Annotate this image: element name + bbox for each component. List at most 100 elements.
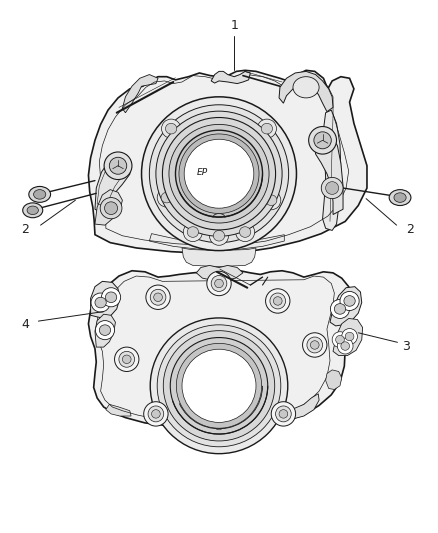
Polygon shape xyxy=(95,314,116,347)
Ellipse shape xyxy=(119,351,134,367)
Polygon shape xyxy=(314,130,343,215)
Polygon shape xyxy=(149,233,284,251)
Ellipse shape xyxy=(307,337,322,353)
Ellipse shape xyxy=(161,192,173,203)
Ellipse shape xyxy=(207,271,231,296)
Ellipse shape xyxy=(157,188,177,207)
Ellipse shape xyxy=(162,119,181,138)
Ellipse shape xyxy=(184,139,254,208)
Ellipse shape xyxy=(34,190,46,199)
Text: 3: 3 xyxy=(402,340,410,352)
Ellipse shape xyxy=(311,341,319,349)
Ellipse shape xyxy=(23,203,43,217)
Text: EP: EP xyxy=(196,168,208,177)
Ellipse shape xyxy=(345,332,354,341)
Text: 4: 4 xyxy=(21,318,29,332)
Ellipse shape xyxy=(102,288,120,307)
Ellipse shape xyxy=(211,418,227,433)
Ellipse shape xyxy=(389,190,411,206)
Ellipse shape xyxy=(271,402,296,426)
Ellipse shape xyxy=(330,300,350,318)
Ellipse shape xyxy=(184,222,202,241)
Ellipse shape xyxy=(265,289,290,313)
Text: 2: 2 xyxy=(406,223,414,236)
Ellipse shape xyxy=(29,187,50,203)
Polygon shape xyxy=(88,70,367,254)
Ellipse shape xyxy=(169,124,269,223)
Polygon shape xyxy=(322,110,341,230)
Ellipse shape xyxy=(261,123,272,134)
Ellipse shape xyxy=(332,332,348,348)
Ellipse shape xyxy=(150,318,288,454)
Ellipse shape xyxy=(166,123,177,134)
Ellipse shape xyxy=(334,304,346,314)
Ellipse shape xyxy=(99,325,111,335)
Ellipse shape xyxy=(337,338,353,354)
Ellipse shape xyxy=(314,132,331,149)
Ellipse shape xyxy=(141,97,297,251)
Ellipse shape xyxy=(162,117,276,230)
Ellipse shape xyxy=(394,193,406,203)
Ellipse shape xyxy=(176,130,262,217)
Ellipse shape xyxy=(257,119,276,138)
Ellipse shape xyxy=(215,421,223,430)
Ellipse shape xyxy=(273,297,282,305)
Polygon shape xyxy=(91,281,120,318)
Ellipse shape xyxy=(110,157,127,174)
Polygon shape xyxy=(325,370,342,390)
Polygon shape xyxy=(196,265,243,280)
Ellipse shape xyxy=(122,355,131,364)
Ellipse shape xyxy=(146,285,170,310)
Ellipse shape xyxy=(309,126,336,154)
Ellipse shape xyxy=(152,410,160,418)
Ellipse shape xyxy=(179,134,259,214)
Ellipse shape xyxy=(276,406,291,422)
Ellipse shape xyxy=(325,182,339,195)
Text: 2: 2 xyxy=(21,223,29,236)
Ellipse shape xyxy=(261,191,281,210)
Ellipse shape xyxy=(182,349,256,422)
Ellipse shape xyxy=(177,343,261,428)
Ellipse shape xyxy=(207,414,231,438)
Ellipse shape xyxy=(91,293,110,312)
Polygon shape xyxy=(169,419,267,433)
Polygon shape xyxy=(182,248,256,266)
Ellipse shape xyxy=(104,152,132,180)
Ellipse shape xyxy=(27,206,39,215)
Ellipse shape xyxy=(106,292,117,303)
Polygon shape xyxy=(279,71,333,112)
Ellipse shape xyxy=(156,111,282,236)
Polygon shape xyxy=(330,287,362,326)
Ellipse shape xyxy=(170,337,268,434)
Ellipse shape xyxy=(240,227,251,237)
Ellipse shape xyxy=(100,198,122,219)
Ellipse shape xyxy=(187,227,198,237)
Ellipse shape xyxy=(342,328,357,344)
Polygon shape xyxy=(95,190,122,225)
Ellipse shape xyxy=(95,320,115,340)
Polygon shape xyxy=(95,154,131,215)
Ellipse shape xyxy=(215,279,223,288)
Ellipse shape xyxy=(340,292,359,311)
Ellipse shape xyxy=(157,325,281,447)
Ellipse shape xyxy=(144,402,168,426)
Ellipse shape xyxy=(149,105,289,243)
Ellipse shape xyxy=(95,297,106,308)
Ellipse shape xyxy=(211,276,227,292)
Polygon shape xyxy=(289,394,319,419)
Ellipse shape xyxy=(209,226,229,245)
Ellipse shape xyxy=(148,406,164,422)
Ellipse shape xyxy=(303,333,327,357)
Polygon shape xyxy=(106,405,131,416)
Ellipse shape xyxy=(115,347,139,372)
Ellipse shape xyxy=(270,293,286,309)
Ellipse shape xyxy=(150,289,166,305)
Ellipse shape xyxy=(105,202,117,215)
Text: 1: 1 xyxy=(230,19,238,32)
Polygon shape xyxy=(122,75,158,113)
Polygon shape xyxy=(88,271,352,432)
Ellipse shape xyxy=(344,296,355,306)
Ellipse shape xyxy=(154,293,162,302)
Ellipse shape xyxy=(163,330,275,441)
Ellipse shape xyxy=(265,195,277,206)
